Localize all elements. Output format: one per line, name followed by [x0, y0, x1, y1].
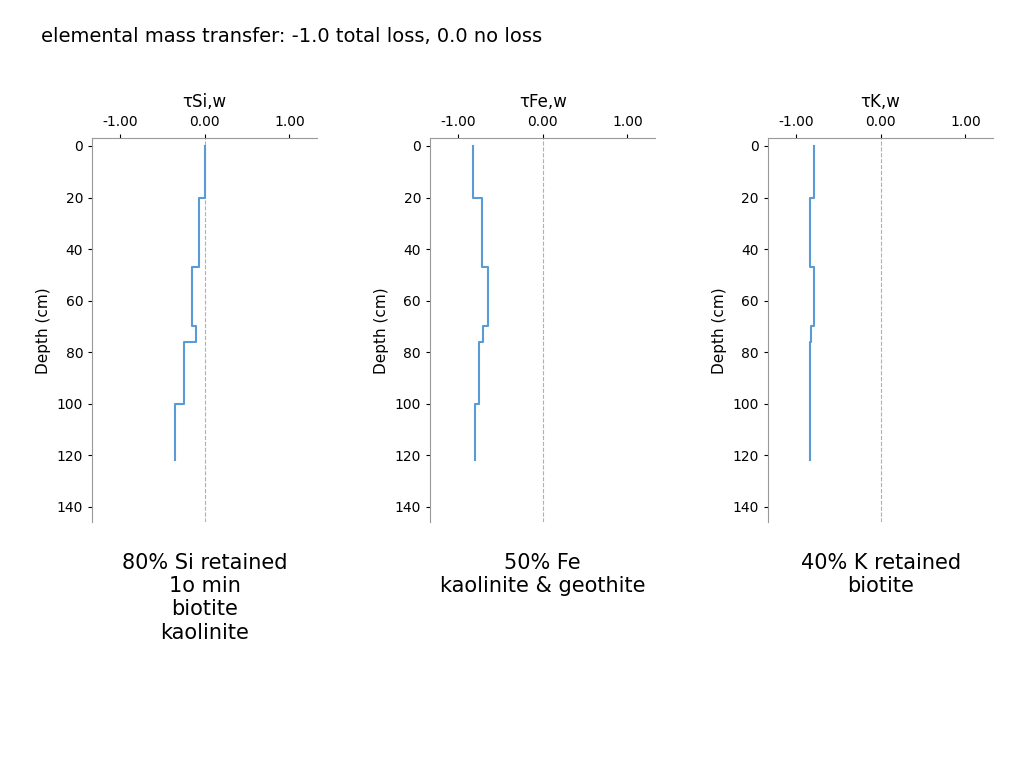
Text: 40% K retained
biotite: 40% K retained biotite: [801, 553, 961, 596]
Y-axis label: Depth (cm): Depth (cm): [36, 287, 51, 373]
Y-axis label: Depth (cm): Depth (cm): [374, 287, 389, 373]
Y-axis label: Depth (cm): Depth (cm): [712, 287, 727, 373]
X-axis label: τFe,w: τFe,w: [519, 93, 566, 111]
Text: elemental mass transfer: -1.0 total loss, 0.0 no loss: elemental mass transfer: -1.0 total loss…: [41, 27, 542, 46]
Text: 50% Fe
kaolinite & geothite: 50% Fe kaolinite & geothite: [440, 553, 645, 596]
X-axis label: τK,w: τK,w: [861, 93, 900, 111]
X-axis label: τSi,w: τSi,w: [182, 93, 227, 111]
Text: 80% Si retained
1o min
biotite
kaolinite: 80% Si retained 1o min biotite kaolinite: [122, 553, 288, 643]
